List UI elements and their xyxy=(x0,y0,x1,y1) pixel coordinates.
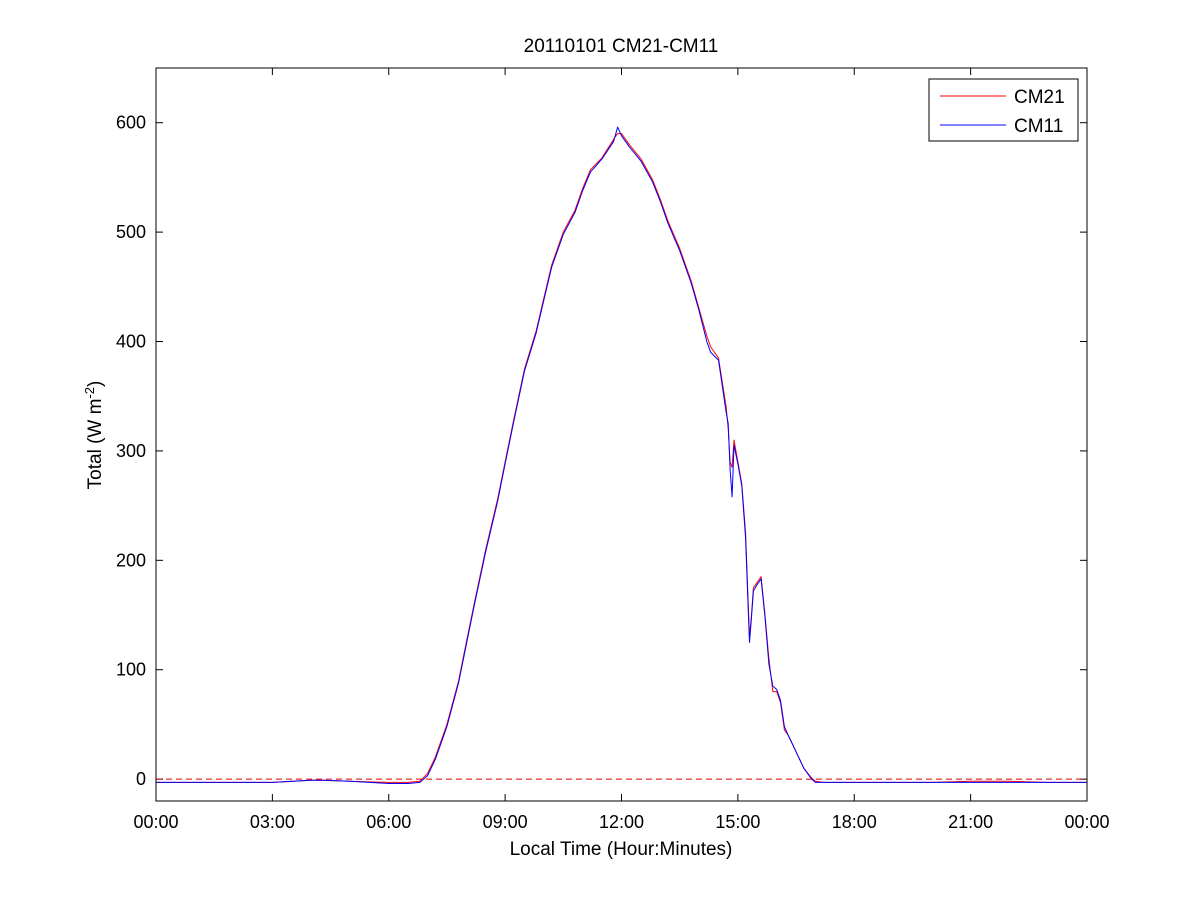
y-tick-label: 600 xyxy=(116,113,146,133)
x-tick-label: 15:00 xyxy=(715,812,760,832)
series-line-cm11 xyxy=(156,126,1087,784)
x-tick-label: 12:00 xyxy=(599,812,644,832)
y-tick-label: 300 xyxy=(116,441,146,461)
x-tick-label: 03:00 xyxy=(250,812,295,832)
x-tick-label: 00:00 xyxy=(133,812,178,832)
x-tick-label: 09:00 xyxy=(483,812,528,832)
legend-box xyxy=(928,78,1079,142)
legend-label-cm21: CM21 xyxy=(1014,87,1065,108)
legend-label-cm11: CM11 xyxy=(1014,116,1063,137)
plot-area xyxy=(156,68,1087,801)
x-axis-label: Local Time (Hour:Minutes) xyxy=(510,839,733,860)
x-tick-label: 06:00 xyxy=(366,812,411,832)
chart-title: 20110101 CM21-CM11 xyxy=(524,36,719,57)
x-tick-label: 18:00 xyxy=(832,812,877,832)
y-tick-label: 0 xyxy=(136,769,146,789)
x-tick-label: 00:00 xyxy=(1064,812,1109,832)
legend: CM21 CM11 xyxy=(928,78,1079,142)
plot-frame xyxy=(155,67,1088,802)
y-tick-label: 200 xyxy=(116,550,146,570)
y-tick-label: 100 xyxy=(116,660,146,680)
y-tick-label: 500 xyxy=(116,222,146,242)
y-tick-label: 400 xyxy=(116,332,146,352)
x-tick-label: 21:00 xyxy=(948,812,993,832)
y-axis-label: Total (W m-2) xyxy=(82,381,107,490)
